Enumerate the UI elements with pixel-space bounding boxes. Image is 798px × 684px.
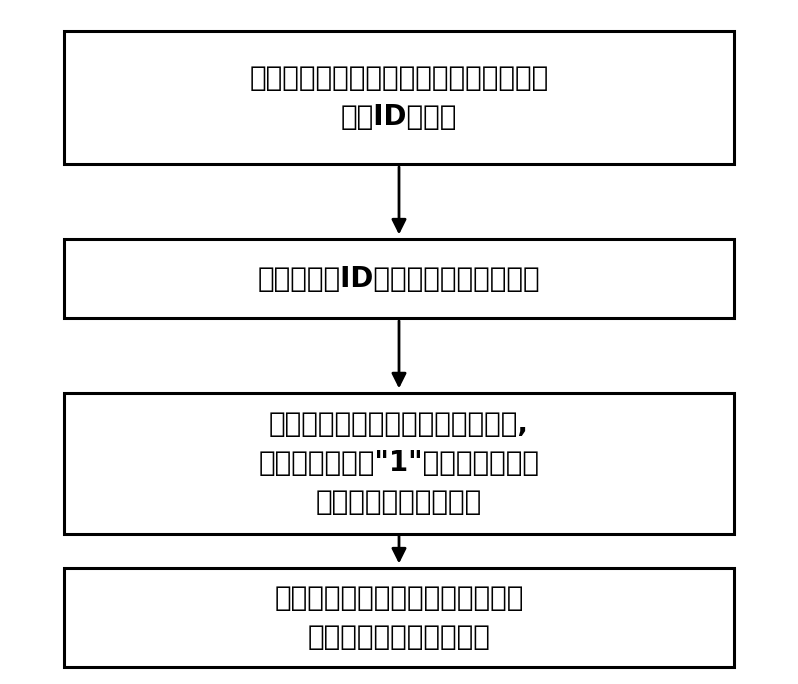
FancyBboxPatch shape (64, 31, 734, 164)
FancyBboxPatch shape (64, 239, 734, 318)
FancyBboxPatch shape (64, 393, 734, 534)
Text: 将十进制的ID序号码转换为十六进制: 将十进制的ID序号码转换为十六进制 (258, 265, 540, 293)
FancyBboxPatch shape (64, 568, 734, 667)
Text: 通过专用赋码设备，在内层芯板边
缘进行追溯码穿透式赋码: 通过专用赋码设备，在内层芯板边 缘进行追溯码穿透式赋码 (275, 584, 523, 650)
Text: 根据内层芯板工单产品数量自动生成内层
芯板ID序号码: 根据内层芯板工单产品数量自动生成内层 芯板ID序号码 (249, 64, 549, 131)
Text: 将十六进制码转换为二进制数组码,
同时将数组中的"1"的转换为孔码从
而生成点阵孔码追溯码: 将十六进制码转换为二进制数组码, 同时将数组中的"1"的转换为孔码从 而生成点阵… (259, 410, 539, 516)
